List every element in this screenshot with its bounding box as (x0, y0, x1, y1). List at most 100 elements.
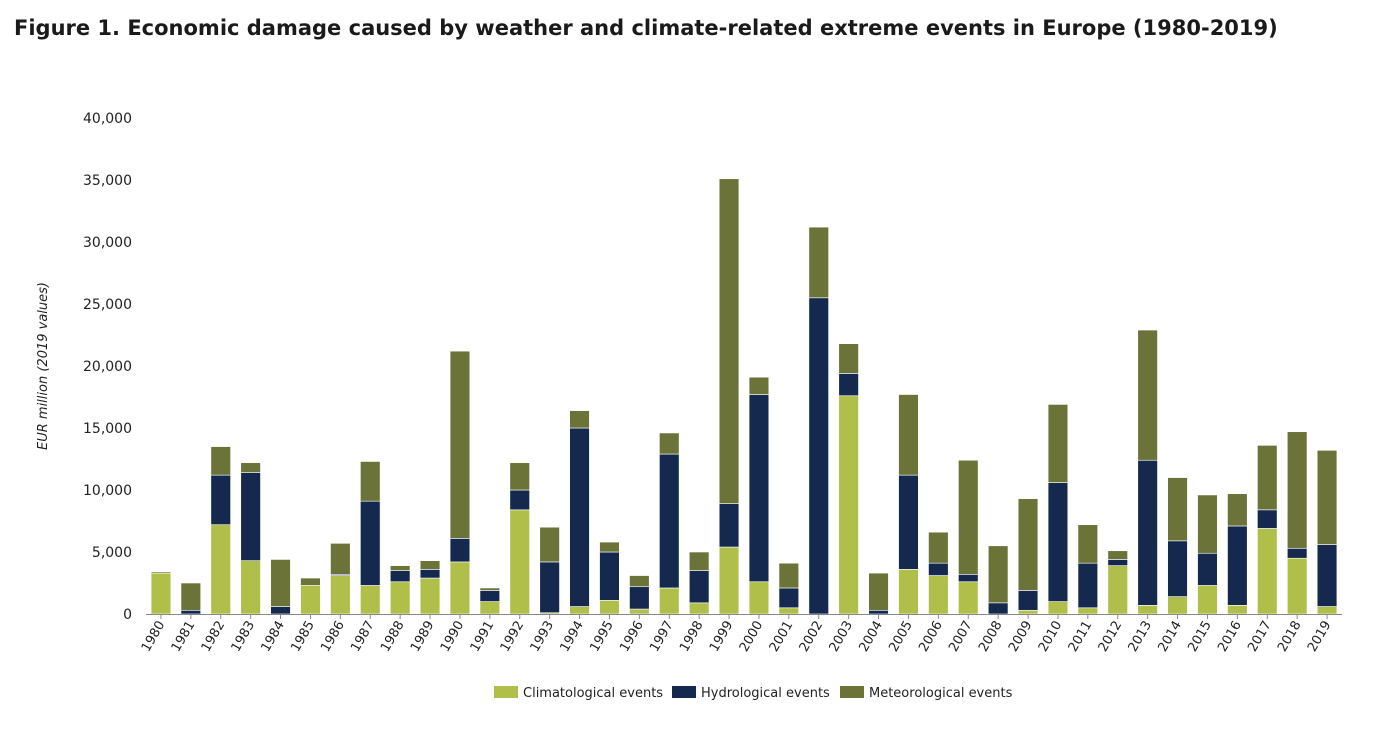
bar-segment (150, 572, 172, 615)
x-tick-label: 1981 (169, 619, 199, 655)
bar-segment (778, 587, 800, 609)
bar-segment (688, 551, 710, 571)
bar-segment (718, 503, 740, 548)
bar-segment (150, 571, 172, 574)
bar-segment (569, 410, 590, 429)
bar-segment (1077, 607, 1099, 615)
x-tick-label: 2000 (737, 619, 767, 655)
bar-segment (1017, 609, 1039, 615)
bar-segment (1316, 606, 1338, 615)
y-tick-label: 0 (123, 607, 132, 623)
x-tick-label: 1995 (587, 619, 617, 655)
bar-segment (419, 577, 441, 615)
bar-segment (240, 560, 261, 615)
bar-segment (629, 586, 650, 610)
bar-segment (1197, 585, 1218, 615)
x-tick-label: 1996 (617, 619, 647, 655)
bar-segment (419, 560, 441, 570)
bar-segment (479, 601, 501, 615)
x-tick-label: 1982 (199, 619, 229, 655)
bar-segment (718, 546, 740, 615)
bar-segment (898, 394, 919, 476)
bar-segment (210, 524, 231, 615)
bar-segment (509, 509, 530, 615)
bar-segment (569, 606, 590, 615)
bar-segment (1286, 431, 1308, 549)
y-tick-label: 30,000 (83, 235, 132, 251)
bar-segment (1197, 552, 1218, 586)
bar-segment (1077, 562, 1099, 609)
bar-segment (1257, 445, 1278, 511)
x-tick-label: 1993 (528, 619, 558, 655)
y-tick-label: 35,000 (83, 173, 132, 189)
bar-segment (748, 581, 770, 615)
bar-segment (210, 474, 231, 526)
bar-segment (1137, 459, 1158, 606)
bar-segment (748, 394, 770, 583)
bar-segment (389, 581, 411, 615)
x-tick-label: 2011 (1066, 619, 1096, 655)
x-tick-label: 1987 (348, 619, 378, 655)
bar-segment (1257, 509, 1278, 529)
bar-segment (1197, 494, 1218, 554)
x-tick-label: 2014 (1155, 619, 1185, 655)
figure-title: Figure 1. Economic damage caused by weat… (14, 16, 1278, 40)
legend-label: Hydrological events (701, 686, 830, 701)
x-tick-label: 1999 (707, 619, 737, 655)
bar-segment (1286, 557, 1308, 615)
bar-segment (958, 581, 979, 615)
bar-segment (599, 600, 620, 615)
bar-segment (659, 432, 680, 455)
y-axis-label: EUR million (2019 values) (36, 282, 51, 450)
bar-segment (778, 607, 800, 615)
bar-segment (1167, 596, 1188, 615)
y-axis: 0 5,000 10,000 15,000 20,000 25,000 30,000 35,0… (83, 111, 132, 623)
x-tick-label: 2005 (886, 619, 916, 655)
x-tick-label: 2012 (1096, 619, 1126, 655)
bar-segment (449, 561, 471, 615)
x-tick-label: 2017 (1245, 619, 1275, 655)
legend-label: Meteorological events (869, 686, 1013, 701)
bar-segment (360, 461, 381, 502)
x-tick-label: 2019 (1305, 619, 1335, 655)
bar-segment (808, 297, 829, 615)
x-tick-label: 1998 (677, 619, 707, 655)
x-tick-label: 2013 (1126, 619, 1156, 655)
x-tick-label: 2003 (827, 619, 857, 655)
x-tick-label: 1986 (318, 619, 348, 655)
bar-segment (180, 582, 202, 611)
y-tick-label: 5,000 (92, 545, 132, 561)
bar-segment (688, 602, 710, 615)
bar-segment (1286, 547, 1308, 559)
x-tick-label: 2015 (1185, 619, 1215, 655)
x-tick-label: 2004 (856, 619, 886, 655)
x-tick-label: 1997 (647, 619, 677, 655)
bar-segment (389, 570, 411, 583)
bar-segment (1107, 559, 1128, 566)
bar-segment (659, 453, 680, 589)
bar-segment (509, 462, 530, 491)
bar-segment (1316, 450, 1338, 545)
bar-segment (330, 575, 351, 615)
bar-segment (599, 541, 620, 553)
x-tick-label: 1994 (557, 619, 587, 655)
x-tick-label: 2002 (797, 619, 827, 655)
bar-segment (838, 395, 859, 615)
x-axis: 1980 1981 1982 1983 1984 1985 1986 1987 1988 1989… (139, 614, 1335, 655)
bar-segment (748, 376, 770, 395)
bar-segment (240, 462, 261, 473)
bar-segment (1167, 540, 1188, 597)
bar-segment (1137, 605, 1158, 615)
bar-segment (449, 350, 471, 539)
bar-segment (958, 459, 979, 575)
bar-segment (778, 562, 800, 589)
legend-swatch (840, 686, 864, 698)
bar-segment (1316, 544, 1338, 607)
legend-swatch (494, 686, 518, 698)
x-tick-label: 2018 (1275, 619, 1305, 655)
bar-segment (1047, 601, 1069, 615)
bar-segment (360, 500, 381, 586)
bar-segment (1107, 565, 1128, 615)
legend-label: Climatological events (523, 686, 663, 701)
bar-segment (539, 526, 560, 563)
